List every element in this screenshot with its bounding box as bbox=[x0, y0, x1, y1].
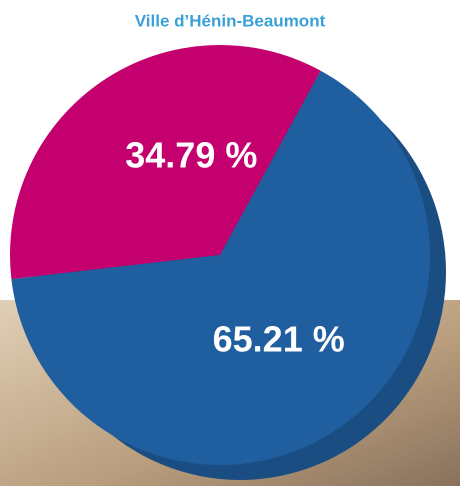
chart-title: Ville d’Hénin-Beaumont bbox=[135, 11, 326, 30]
value-label: 65.21 % bbox=[213, 319, 345, 360]
pie-slice bbox=[11, 70, 431, 466]
value-label: 34.79 % bbox=[125, 134, 257, 175]
pie-slice bbox=[9, 45, 321, 280]
pie bbox=[9, 45, 431, 466]
